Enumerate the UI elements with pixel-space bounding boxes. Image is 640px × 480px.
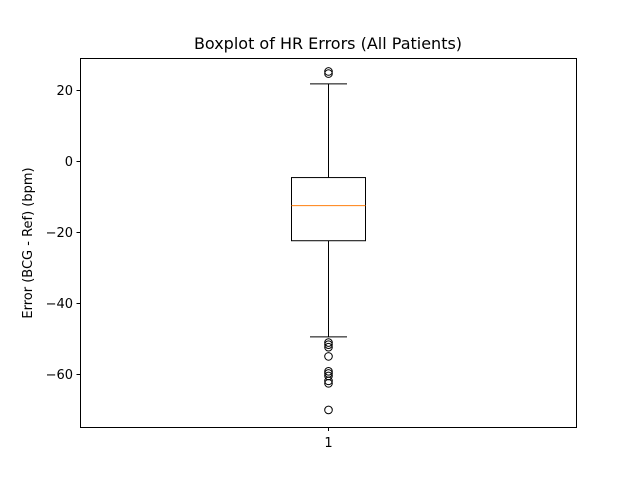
outlier-point [324,338,333,347]
outlier-point [324,342,333,352]
outlier-point [324,379,333,388]
outlier-point [324,405,333,415]
y-tick-label: −40 [46,297,73,312]
plot-area: 20 0 −20 −40 −60 1 [46,67,366,451]
y-tick-label: −60 [46,368,73,383]
y-axis-label: Error (BCG - Ref) (bpm) [21,167,36,318]
chart-title: Boxplot of HR Errors (All Patients) [194,34,462,53]
outlier-point [324,352,333,361]
y-tick-label: 0 [65,155,73,170]
iqr-box [291,177,366,242]
outlier-point [324,340,333,349]
plot-frame [80,58,577,428]
y-tick-label: 20 [56,84,73,99]
x-tick-label: 1 [324,436,332,451]
outlier-point [324,376,333,386]
outlier-point [324,69,333,78]
outlier-point [324,366,333,376]
y-tick-label: −20 [46,226,73,241]
outlier-point [324,67,333,76]
